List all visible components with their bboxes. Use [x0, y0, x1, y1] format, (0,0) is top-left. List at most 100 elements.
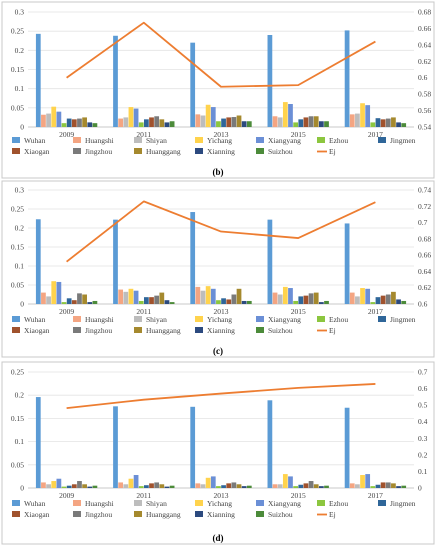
bar-ezhou-2017 [370, 122, 376, 127]
bar-xiaogan-2015 [303, 295, 309, 304]
bar-huangshi-2015 [272, 292, 278, 304]
bar-wuhan-2013 [190, 42, 196, 127]
bar-yichang-2011 [128, 107, 134, 127]
y-tick-label: 0.25 [11, 205, 24, 214]
legend-swatch [12, 137, 20, 143]
bar-jingzhou-2009 [77, 293, 82, 304]
y-tick-label: 0 [20, 123, 24, 132]
bar-yichang-2013 [205, 286, 211, 304]
bar-yichang-2017 [360, 103, 365, 127]
legend-swatch [12, 316, 20, 322]
bar-ezhou-2009 [61, 123, 67, 127]
legend-label: Xianning [207, 147, 235, 156]
bar-xiangyang-2013 [210, 288, 216, 304]
legend-item-jingmen: Jingmen [378, 315, 416, 324]
bar-shiyan-2015 [277, 484, 283, 488]
bar-wuhan-2013 [190, 406, 196, 488]
bar-ezhou-2011 [138, 300, 144, 304]
bar-yichang-2017 [360, 288, 365, 304]
bar-wuhan-2017 [344, 30, 350, 127]
bar-huanggang-2015 [313, 484, 319, 488]
bar-xiaogan-2017 [380, 295, 386, 304]
bar-shiyan-2013 [200, 290, 206, 304]
legend-item-xiangyang: Xiangyang [256, 499, 301, 508]
legend-swatch [134, 511, 142, 517]
bar-jingmen-2013 [221, 118, 226, 127]
panel-caption: (d) [213, 533, 224, 543]
y2-tick-label: 0.54 [418, 123, 431, 132]
y2-tick-label: 0.64 [418, 267, 431, 276]
legend-item-jingzhou: Jingzhou [73, 510, 112, 519]
legend-item-huangshi: Huangshi [73, 136, 114, 145]
bar-huangshi-2011 [118, 289, 124, 304]
legend-item-jingmen: Jingmen [378, 499, 416, 508]
bar-jingzhou-2011 [154, 482, 160, 488]
y2-tick-label: 0.68 [418, 234, 431, 243]
bar-wuhan-2017 [344, 223, 350, 304]
y2-tick-label: 0.5 [418, 401, 428, 410]
bar-xianning-2009 [87, 486, 93, 488]
bar-jingmen-2011 [144, 119, 149, 127]
legend-label: Wuhan [24, 315, 46, 324]
bar-ezhou-2011 [138, 486, 144, 488]
chart-panel-2: 0 0.05 0.1 0.15 0.2 0.25 0.3 0.6 0.62 0.64 0.66 0.6… [1, 180, 435, 358]
bar-yichang-2017 [360, 475, 365, 488]
bar-jingmen-2009 [66, 298, 72, 304]
legend-swatch [256, 137, 264, 143]
bar-xiaogan-2013 [226, 299, 232, 304]
bar-xiaogan-2013 [226, 483, 232, 488]
legend-swatch [12, 327, 20, 333]
legend-label: Wuhan [24, 499, 46, 508]
bar-huanggang-2017 [391, 291, 396, 304]
legend-swatch [317, 500, 325, 506]
legend-label: Suizhou [268, 147, 293, 156]
legend-label: Xianning [207, 510, 235, 519]
legend-swatch [256, 316, 264, 322]
bar-xiangyang-2011 [133, 475, 139, 488]
bar-xiangyang-2011 [133, 290, 139, 304]
bar-suizhou-2009 [92, 300, 98, 304]
bar-ezhou-2013 [216, 300, 221, 304]
y-tick-label: 0.1 [15, 437, 25, 446]
bar-suizhou-2013 [246, 300, 252, 304]
bar-wuhan-2009 [35, 397, 41, 488]
x-tick-label: 2017 [368, 130, 383, 139]
legend-label: Huangshi [85, 136, 114, 145]
bar-ezhou-2009 [61, 302, 67, 304]
legend-label: Ej [329, 510, 336, 519]
legend-swatch [134, 316, 142, 322]
legend-item-wuhan: Wuhan [12, 136, 46, 145]
bar-jingzhou-2013 [231, 482, 237, 488]
bar-huanggang-2009 [82, 294, 87, 304]
bar-jingzhou-2013 [231, 117, 237, 127]
bar-xiaogan-2017 [380, 119, 386, 127]
bar-wuhan-2017 [344, 407, 350, 488]
bar-wuhan-2015 [267, 400, 273, 488]
y-tick-label: 0.25 [11, 368, 24, 377]
y-tick-label: 0.2 [15, 391, 25, 400]
bar-xianning-2017 [396, 299, 401, 304]
bar-suizhou-2011 [169, 121, 175, 127]
bar-huanggang-2011 [159, 484, 165, 488]
legend-swatch [317, 137, 325, 143]
legend-label: Jingzhou [85, 326, 112, 335]
legend-label: Jingmen [390, 136, 416, 145]
bar-xiangyang-2009 [56, 111, 62, 127]
legend-item-shiyan: Shiyan [134, 499, 167, 508]
legend-label: Huanggang [146, 326, 181, 335]
panel-caption: (b) [213, 167, 224, 177]
bar-jingmen-2013 [221, 298, 226, 304]
bar-wuhan-2015 [267, 219, 273, 304]
legend-swatch [195, 327, 203, 333]
bar-shiyan-2013 [200, 484, 206, 488]
bar-shiyan-2017 [355, 484, 360, 488]
legend-swatch [195, 511, 203, 517]
bar-ezhou-2017 [370, 486, 376, 488]
y2-tick-label: 0.62 [418, 57, 431, 66]
legend-label: Huanggang [146, 147, 181, 156]
bar-huanggang-2013 [236, 115, 242, 127]
legend-item-yichang: Yichang [195, 136, 232, 145]
bar-suizhou-2017 [401, 485, 407, 488]
x-tick-label: 2015 [291, 491, 306, 500]
legend-item-shiyan: Shiyan [134, 136, 167, 145]
